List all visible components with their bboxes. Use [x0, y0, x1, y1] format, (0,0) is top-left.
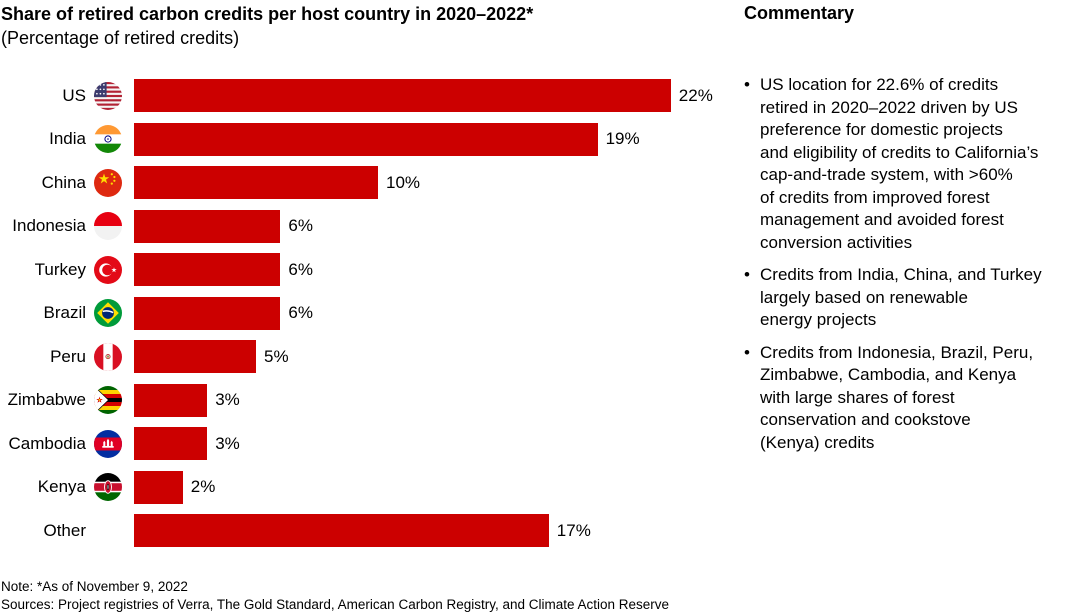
bullet-text: Credits from Indonesia, Brazil, Peru, Zi… [760, 342, 1034, 452]
turkey-flag-icon [94, 255, 122, 284]
indonesia-flag-icon [94, 212, 122, 241]
bar-other [134, 514, 549, 548]
cambodia-flag-icon [94, 429, 122, 458]
bar-brazil [134, 296, 281, 330]
bar-us [134, 79, 671, 113]
country-label: Other [43, 520, 86, 540]
value-label: 3% [215, 390, 240, 410]
bullet-icon: • [744, 265, 750, 284]
country-label: US [62, 85, 86, 105]
commentary-heading: Commentary [744, 3, 855, 23]
country-label: Indonesia [12, 216, 86, 236]
bullet-icon: • [744, 342, 750, 362]
bullet-text: Credits from India, China, and Turkey la… [760, 265, 1042, 329]
value-label: 10% [386, 172, 421, 192]
value-label: 2% [190, 477, 216, 497]
chart-row: China 10% [1, 161, 713, 205]
footer: Note: *As of November 9, 2022 Sources: P… [1, 578, 669, 612]
bar-cambodia [134, 427, 208, 461]
bar-india [134, 122, 598, 156]
china-flag-icon [94, 168, 122, 197]
chart-row: Kenya 2% [1, 466, 713, 510]
bar-zimbabwe [134, 383, 208, 417]
value-label: 22% [678, 85, 713, 105]
country-label: Zimbabwe [7, 390, 86, 410]
chart-row: Indonesia 6% [1, 205, 713, 249]
chart-row: Cambodia 3% [1, 422, 713, 466]
chart-row: US 22% [1, 74, 713, 118]
bullet-icon: • [744, 75, 750, 94]
commentary-bullets: • US location for 22.6% of credits retire… [744, 74, 1078, 454]
chart-row: Brazil 6% [1, 292, 713, 336]
chart-row: Other 17% [1, 509, 713, 553]
bar-china [134, 166, 378, 200]
value-label: 5% [264, 346, 289, 366]
chart-title: Share of retired carbon credits per host… [1, 4, 534, 24]
sources: Sources: Project registries of Verra, Th… [1, 597, 670, 612]
bar-turkey [134, 253, 281, 287]
country-label: Peru [50, 346, 86, 366]
chart-row: Peru 5% [1, 335, 713, 379]
country-label: Cambodia [8, 433, 87, 453]
value-label: 17% [556, 520, 591, 540]
india-flag-icon [94, 125, 122, 154]
bullet-text: US location for 22.6% of credits retired… [760, 75, 1039, 252]
chart-subtitle: (Percentage of retired credits) [1, 28, 240, 48]
commentary-bullet: • Credits from India, China, and Turkey l… [744, 264, 1078, 332]
value-label: 6% [288, 259, 313, 279]
bar-indonesia [134, 209, 281, 243]
value-label: 6% [288, 216, 313, 236]
flag-placeholder [94, 517, 122, 545]
commentary-panel: Commentary • US location for 22.6% of cre… [744, 3, 1078, 464]
peru-flag-icon [94, 342, 122, 371]
bar-kenya [134, 470, 183, 504]
country-label: China [41, 172, 86, 192]
footnote: Note: *As of November 9, 2022 [1, 579, 188, 594]
chart-row: Turkey 6% [1, 248, 713, 292]
country-label: India [49, 129, 86, 149]
commentary-bullet: • US location for 22.6% of credits retire… [744, 74, 1078, 254]
chart-row: Zimbabwe 3% [1, 379, 713, 423]
value-label: 3% [215, 433, 240, 453]
chart-rows: US 22% India 19% China 10% Indonesia 6% Turkey 6%… [1, 74, 713, 553]
commentary-bullet: • Credits from Indonesia, Brazil, Peru, Z… [744, 342, 1078, 455]
country-label: Brazil [43, 303, 86, 323]
bar-peru [134, 340, 256, 374]
value-label: 6% [288, 303, 313, 323]
country-label: Kenya [37, 477, 86, 497]
chart-row: India 19% [1, 118, 713, 162]
kenya-flag-icon [94, 473, 122, 502]
brazil-flag-icon [94, 299, 122, 328]
value-label: 19% [605, 129, 640, 149]
chart-header: Share of retired carbon credits per host… [1, 2, 533, 50]
country-label: Turkey [34, 259, 86, 279]
zimbabwe-flag-icon [94, 386, 122, 415]
us-flag-icon [94, 81, 122, 110]
